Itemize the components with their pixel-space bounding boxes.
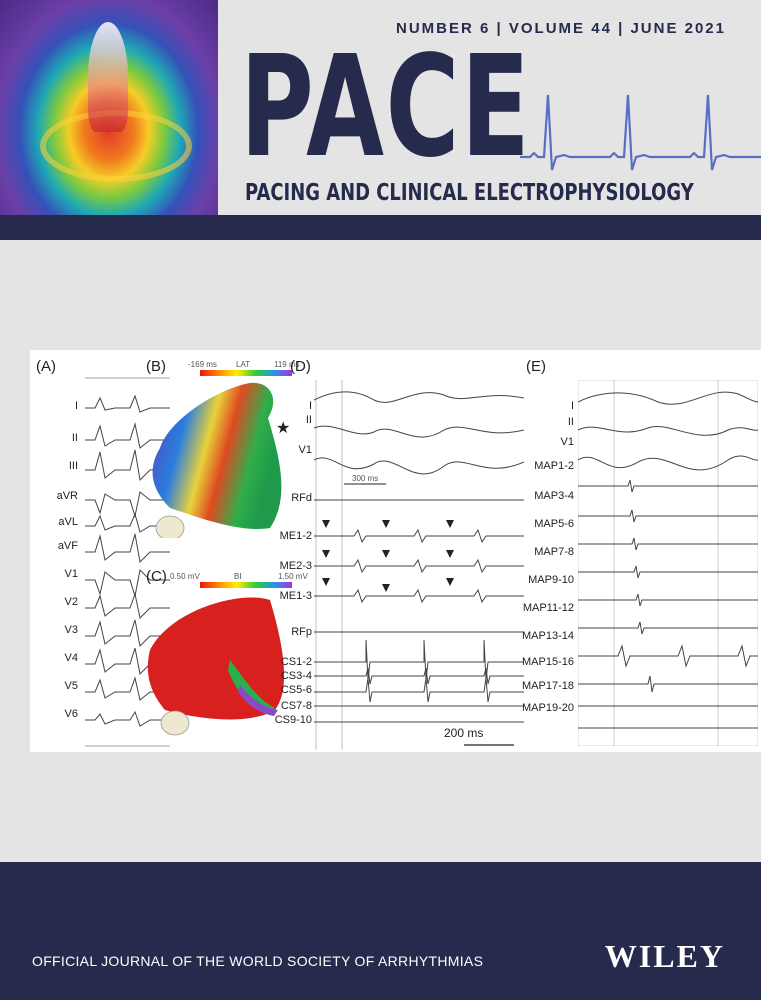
bottom-band xyxy=(0,862,761,1000)
lead-label: MAP13-14 xyxy=(522,630,574,642)
lead-label: I xyxy=(308,400,312,412)
lead-label: ME1-2 xyxy=(279,530,312,542)
lead-label: RFp xyxy=(291,626,312,638)
panel-a-ecg-traces xyxy=(85,377,170,747)
panel-c-cb-min: 0.50 mV xyxy=(170,572,200,581)
lead-label: aVF xyxy=(57,540,78,552)
lead-label: II xyxy=(305,414,312,426)
lead-label: MAP1-2 xyxy=(534,460,574,472)
lead-label: MAP15-16 xyxy=(522,656,574,668)
panel-a-label: (A) xyxy=(36,358,56,375)
lead-label: RFd xyxy=(291,492,312,504)
lead-label: V1 xyxy=(64,568,78,580)
journal-title: PACE xyxy=(240,26,532,189)
ecg-waveform-icon xyxy=(520,94,761,171)
panel-c-label: (C) xyxy=(146,568,167,585)
lead-label: ME2-3 xyxy=(279,560,312,572)
lead-label: II xyxy=(71,432,78,444)
panel-e-label: (E) xyxy=(526,358,546,375)
lead-label: MAP5-6 xyxy=(534,518,574,530)
lead-label: aVL xyxy=(58,516,78,528)
lead-label: V4 xyxy=(64,652,78,664)
panel-c-voltage-map xyxy=(147,597,285,736)
panel-b-cb-max: 119 ms xyxy=(274,360,300,369)
lead-label: MAP19-20 xyxy=(522,702,574,714)
panel-d-scale-200: 200 ms xyxy=(444,726,484,740)
panel-d-egm-traces xyxy=(314,380,524,750)
lead-label: III xyxy=(68,460,78,472)
panel-e-egm-traces xyxy=(578,380,758,746)
lead-label: CS9-10 xyxy=(274,714,312,726)
lead-label: ME1-3 xyxy=(279,590,312,602)
lead-label: CS7-8 xyxy=(280,700,312,712)
panel-c-cb-name: BI xyxy=(234,572,242,581)
publisher-logo: WILEY xyxy=(604,938,725,974)
journal-subtitle: PACING AND CLINICAL ELECTROPHYSIOLOGY xyxy=(245,180,694,206)
lead-label: V2 xyxy=(64,596,78,608)
panel-b-star: ★ xyxy=(276,420,291,437)
lead-label: CS3-4 xyxy=(280,670,312,682)
lead-label: V6 xyxy=(64,708,78,720)
issue-info: NUMBER 6 | VOLUME 44 | JUNE 2021 xyxy=(396,20,726,37)
lead-label: II xyxy=(567,416,574,428)
panel-b-label: (B) xyxy=(146,358,166,375)
lead-label: CS5-6 xyxy=(280,684,312,696)
lead-label: CS1-2 xyxy=(280,656,312,668)
panel-d-label: (D) xyxy=(290,358,311,375)
panel-b-cb-name: LAT xyxy=(236,360,251,369)
panel-b-colorbar xyxy=(200,370,292,376)
panel-c-colorbar xyxy=(200,582,292,588)
panel-d-scale-300: 300 ms xyxy=(352,474,379,483)
lead-label: I xyxy=(74,400,78,412)
lead-label: V1 xyxy=(298,444,312,456)
lead-label: V5 xyxy=(64,680,78,692)
panel-b-cb-min: -169 ms xyxy=(188,360,217,369)
lead-label: MAP7-8 xyxy=(534,546,574,558)
cover-figure: (A) I II III aVR aVL aVF V1 V2 V3 V4 V5 V6 (B) -169… xyxy=(30,350,761,752)
lead-label: I xyxy=(570,400,574,412)
lead-label: MAP9-10 xyxy=(528,574,574,586)
cover-art-image xyxy=(0,0,218,218)
lead-label: MAP11-12 xyxy=(522,602,574,614)
lead-label: V3 xyxy=(64,624,78,636)
lead-label: V1 xyxy=(560,436,574,448)
panel-b-activation-map xyxy=(152,382,282,538)
lead-label: aVR xyxy=(56,490,78,502)
lead-label: MAP17-18 xyxy=(522,680,574,692)
journal-affiliation: OFFICIAL JOURNAL OF THE WORLD SOCIETY OF… xyxy=(32,953,484,969)
panel-c-cb-max: 1.50 mV xyxy=(278,572,308,581)
top-band xyxy=(0,215,761,240)
lead-label: MAP3-4 xyxy=(534,490,574,502)
